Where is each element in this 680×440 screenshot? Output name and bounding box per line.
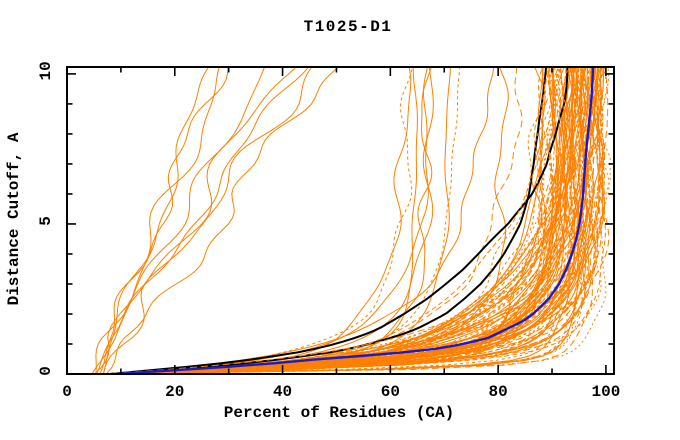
model-curve-orange	[122, 68, 560, 373]
x-tick-label: 100	[592, 383, 621, 401]
model-curve-orange	[112, 68, 563, 373]
model-curve-orange	[118, 68, 559, 373]
model-curve-orange	[116, 68, 558, 373]
model-curve-orange	[126, 68, 601, 373]
model-curve-orange	[122, 68, 433, 373]
model-curve-orange	[103, 68, 312, 373]
model-curve-orange	[95, 68, 220, 373]
model-curve-orange	[125, 68, 606, 373]
model-curve-orange	[96, 68, 309, 373]
model-curve-orange	[133, 68, 569, 373]
x-tick-label: 0	[62, 383, 72, 401]
model-curve-orange	[125, 68, 523, 373]
model-curve-orange	[134, 68, 593, 373]
model-curves-layer	[92, 68, 611, 373]
model-curve-orange	[128, 68, 429, 373]
model-curve-orange	[133, 68, 593, 373]
model-curve-orange	[127, 68, 598, 373]
model-curve-orange	[128, 68, 413, 373]
model-curve-orange	[128, 68, 412, 373]
model-curve-orange	[126, 68, 544, 373]
model-curve-orange	[123, 68, 604, 373]
model-curve-orange	[116, 68, 548, 373]
model-curve-orange	[113, 68, 418, 373]
model-curve-orange	[125, 68, 592, 373]
y-tick-label: 10	[37, 61, 55, 80]
model-curve-orange	[118, 68, 559, 373]
model-curve-orange	[126, 68, 569, 373]
model-curve-orange	[112, 68, 434, 373]
x-tick-labels: 0 20 40 60 80 100	[62, 383, 620, 401]
model-curve-orange	[109, 68, 495, 373]
x-tick-label: 20	[165, 383, 184, 401]
y-tick-label: 0	[37, 366, 55, 376]
model-curve-orange	[141, 68, 592, 373]
model-curve-orange	[142, 68, 573, 373]
model-curve-orange	[134, 68, 578, 373]
highlight-curve-blue	[115, 68, 595, 373]
model-curve-orange	[126, 68, 610, 373]
x-axis-label: Percent of Residues (CA)	[224, 404, 454, 422]
model-curve-orange	[126, 68, 603, 373]
model-curve-orange	[123, 68, 547, 373]
model-curve-orange	[138, 68, 592, 373]
y-axis-label: Distance Cutoff, A	[5, 132, 23, 305]
x-tick-label: 60	[381, 383, 400, 401]
model-curve-orange	[109, 68, 565, 373]
model-curve-orange	[108, 68, 570, 373]
x-tick-label: 40	[273, 383, 292, 401]
model-curve-orange	[155, 68, 598, 373]
model-curve-orange	[117, 68, 604, 373]
model-curve-orange	[116, 68, 584, 373]
model-curve-orange	[95, 68, 296, 373]
axis-ticks	[66, 67, 614, 375]
model-curve-orange	[130, 68, 567, 373]
model-curve-orange	[124, 68, 555, 373]
chart-title: T1025-D1	[304, 18, 393, 36]
model-curve-orange	[132, 68, 595, 373]
reference-curve-black	[110, 68, 547, 373]
model-curve-orange	[128, 68, 451, 373]
model-curve-orange	[114, 68, 584, 373]
model-curve-orange	[121, 68, 599, 373]
model-curve-orange	[124, 68, 559, 373]
x-tick-label: 80	[489, 383, 508, 401]
model-curve-orange	[129, 68, 575, 373]
model-curve-orange	[114, 68, 580, 373]
plot-frame	[66, 66, 615, 375]
model-curve-orange	[134, 68, 610, 373]
model-curve-orange	[137, 68, 590, 373]
model-curve-orange	[123, 68, 606, 373]
model-curve-orange	[147, 68, 591, 373]
model-curve-orange	[124, 68, 552, 373]
model-curve-orange	[115, 68, 552, 373]
model-curve-orange	[122, 68, 566, 373]
model-curve-orange	[99, 68, 229, 373]
model-curve-orange	[119, 68, 589, 373]
model-curve-orange	[138, 68, 554, 373]
model-curve-orange	[120, 68, 544, 373]
y-tick-label: 5	[37, 216, 55, 226]
model-curve-orange	[119, 68, 576, 373]
model-curve-orange	[106, 68, 338, 373]
model-curve-orange	[119, 68, 562, 373]
y-tick-labels: 0 5 10	[37, 61, 55, 376]
model-curve-orange	[124, 68, 546, 373]
model-curve-orange	[117, 68, 606, 373]
model-curve-orange	[117, 68, 558, 373]
